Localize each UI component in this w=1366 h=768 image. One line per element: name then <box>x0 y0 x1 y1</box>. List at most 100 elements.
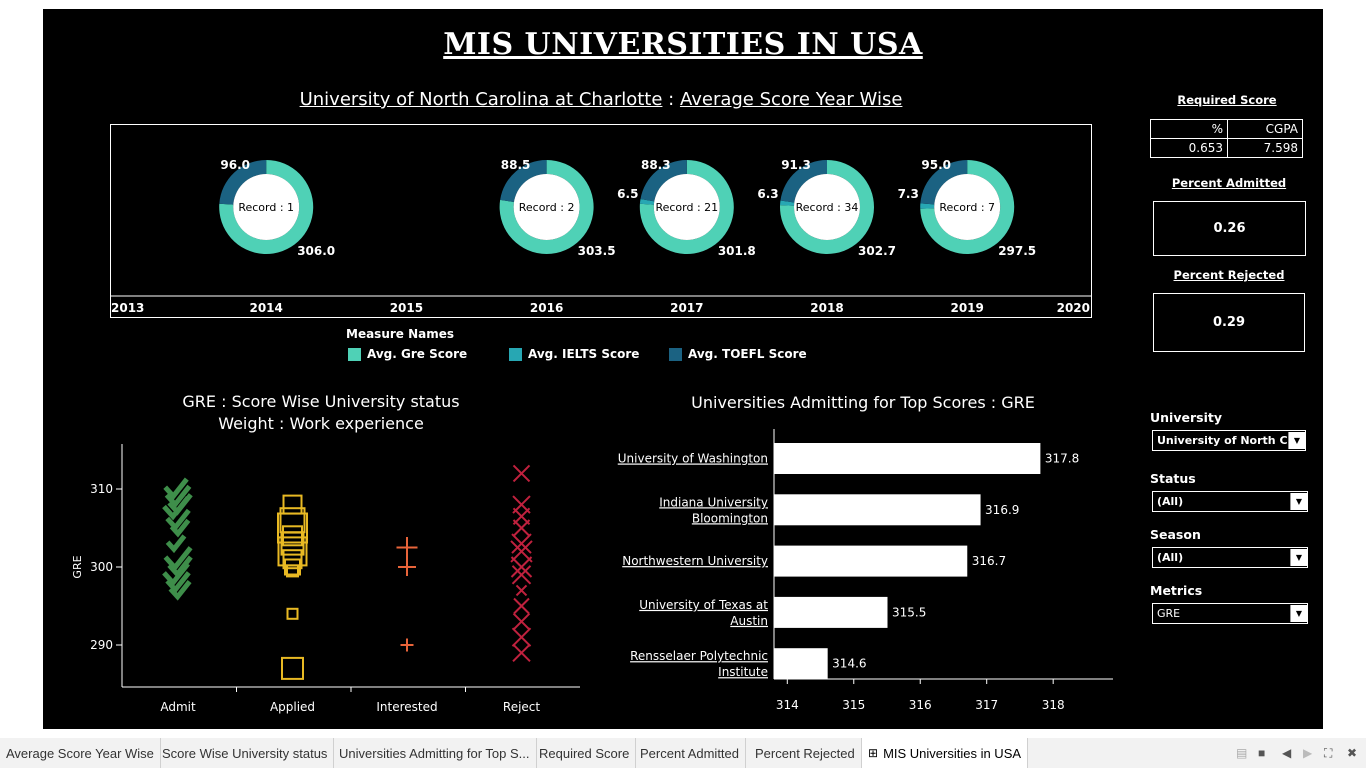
scatter-point-reject[interactable] <box>512 612 531 631</box>
scatter-point-reject[interactable] <box>512 519 531 537</box>
tab-average-score-year-wise[interactable]: Average Score Year Wise <box>0 738 161 768</box>
required-score-table: % CGPA 0.653 7.598 <box>1150 119 1303 158</box>
donut-slice-gre[interactable] <box>780 160 874 254</box>
dashboard-title: MIS UNIVERSITIES IN USA <box>443 27 923 62</box>
scatter-point-applied[interactable] <box>282 494 303 515</box>
scatter-point-admit[interactable] <box>162 562 190 587</box>
scatter-point-admit[interactable] <box>165 534 187 554</box>
scatter-point-reject[interactable] <box>510 556 533 578</box>
donut-slice-ielts[interactable] <box>780 200 795 206</box>
bar-value-label: 316.9 <box>985 503 1019 517</box>
scatter-point-admit[interactable] <box>165 571 191 594</box>
season-filter-select[interactable]: (All) ▼ <box>1152 547 1308 568</box>
university-filter-select[interactable]: University of North Car... ▼ <box>1152 430 1306 451</box>
donut-slice-toefl[interactable] <box>500 160 547 202</box>
donut-ielts-label: 6.3 <box>757 187 778 201</box>
scatter-point-applied[interactable] <box>284 558 301 576</box>
status-filter-select[interactable]: (All) ▼ <box>1152 491 1308 512</box>
scatter-point-interested[interactable] <box>400 638 414 652</box>
tabs-icon[interactable]: ■ <box>1258 746 1266 760</box>
donut-slice-gre[interactable] <box>639 160 734 254</box>
fullscreen-icon[interactable]: ⛶ <box>1324 746 1333 760</box>
donut-slice-gre[interactable] <box>219 160 314 254</box>
scatter-point-reject[interactable] <box>511 565 532 585</box>
bar[interactable] <box>774 494 981 526</box>
scatter-point-reject[interactable] <box>512 643 531 663</box>
scatter-point-admit[interactable] <box>162 495 190 521</box>
donut-slice-ielts[interactable] <box>639 198 655 205</box>
donut-slice-toefl[interactable] <box>640 160 687 202</box>
bar-category-label[interactable]: Rensselaer Polytechnic <box>630 649 768 663</box>
bar[interactable] <box>774 596 888 628</box>
donut-slice-toefl[interactable] <box>780 160 827 203</box>
donut-title-suffix[interactable]: Average Score Year Wise <box>679 89 903 110</box>
bar-category-label[interactable]: Austin <box>730 614 768 628</box>
bar-category-label[interactable]: University of Washington <box>618 452 768 466</box>
tab-percent-rejected[interactable]: Percent Rejected <box>749 738 862 768</box>
scatter-point-admit[interactable] <box>163 477 189 501</box>
bar-category-label[interactable]: Institute <box>718 665 768 679</box>
donut-slice-gre[interactable] <box>499 160 594 255</box>
previous-sheet-icon[interactable]: ◀ <box>1282 746 1292 760</box>
bar[interactable] <box>774 648 828 680</box>
scatter-point-admit[interactable] <box>168 580 192 601</box>
bar-value-label: 315.5 <box>892 605 926 619</box>
required-score-percent: 0.653 <box>1150 138 1228 158</box>
donut-slice-gre[interactable] <box>920 160 1015 254</box>
donut-title-university[interactable]: University of North Carolina at Charlott… <box>299 89 663 110</box>
scatter-point-reject[interactable] <box>515 584 528 597</box>
tab-mis-universities-in-usa[interactable]: ⊞ MIS Universities in USA <box>862 738 1029 768</box>
donut-slice-toefl[interactable] <box>920 160 968 205</box>
scatter-point-reject[interactable] <box>512 464 531 483</box>
legend-item-gre[interactable]: Avg. Gre Score <box>348 347 467 361</box>
bar-category-label[interactable]: Bloomington <box>692 511 768 525</box>
legend-label: Avg. IELTS Score <box>528 347 640 361</box>
scatter-point-applied[interactable] <box>280 531 305 556</box>
legend-item-toefl[interactable]: Avg. TOEFL Score <box>669 347 807 361</box>
scatter-point-applied[interactable] <box>282 525 303 547</box>
bar[interactable] <box>774 545 968 577</box>
bar-category-label[interactable]: University of Texas at <box>639 598 768 612</box>
scatter-y-tick: 310 <box>90 482 113 496</box>
scatter-point-interested[interactable] <box>398 558 416 576</box>
scatter-point-applied[interactable] <box>282 549 303 570</box>
next-sheet-icon[interactable]: ▶ <box>1303 746 1313 760</box>
donut-chart-title: University of North Carolina at Charlott… <box>111 89 1091 110</box>
chevron-down-icon[interactable]: ▼ <box>1290 605 1307 622</box>
tab-required-score[interactable]: Required Score <box>533 738 637 768</box>
bar-category-label[interactable]: Northwestern University <box>622 554 768 568</box>
tab-score-wise-university-status[interactable]: Score Wise University status <box>156 738 335 768</box>
bar-value-label: 314.6 <box>832 657 866 671</box>
tab-universities-admitting[interactable]: Universities Admitting for Top S... <box>333 738 537 768</box>
scatter-point-admit[interactable] <box>163 546 193 572</box>
donut-toefl-label: 91.3 <box>781 158 811 172</box>
scatter-point-applied[interactable] <box>277 512 308 544</box>
bar-category-label[interactable]: Indiana University <box>659 495 768 509</box>
scatter-x-tick: Interested <box>376 700 437 714</box>
scatter-point-reject[interactable] <box>511 627 532 647</box>
tab-percent-admitted[interactable]: Percent Admitted <box>634 738 746 768</box>
chevron-down-icon[interactable]: ▼ <box>1290 493 1307 510</box>
donut-x-tick: 2013 <box>111 301 144 315</box>
tab-label: Score Wise University status <box>162 745 328 761</box>
scatter-point-applied[interactable] <box>281 656 304 680</box>
donut-slice-toefl[interactable] <box>219 160 267 205</box>
scatter-point-reject[interactable] <box>511 533 532 554</box>
filmstrip-icon[interactable]: ▤ <box>1236 746 1248 760</box>
legend-item-ielts[interactable]: Avg. IELTS Score <box>509 347 639 361</box>
scatter-point-applied[interactable] <box>286 607 299 620</box>
legend-label: Avg. TOEFL Score <box>688 347 807 361</box>
scatter-point-interested[interactable] <box>396 537 418 558</box>
chevron-down-icon[interactable]: ▼ <box>1288 432 1305 449</box>
chevron-down-icon[interactable]: ▼ <box>1290 549 1307 566</box>
metrics-filter-select[interactable]: GRE ▼ <box>1152 603 1308 624</box>
close-icon[interactable]: ✖ <box>1347 746 1358 760</box>
scatter-point-admit[interactable] <box>169 518 191 538</box>
scatter-point-admit[interactable] <box>164 484 192 509</box>
donut-slice-ielts[interactable] <box>920 203 935 209</box>
scatter-point-reject[interactable] <box>513 597 530 615</box>
scatter-point-applied[interactable] <box>286 564 299 578</box>
tab-label: Percent Admitted <box>640 745 739 761</box>
bar[interactable] <box>774 443 1041 474</box>
scatter-point-reject[interactable] <box>510 540 533 563</box>
